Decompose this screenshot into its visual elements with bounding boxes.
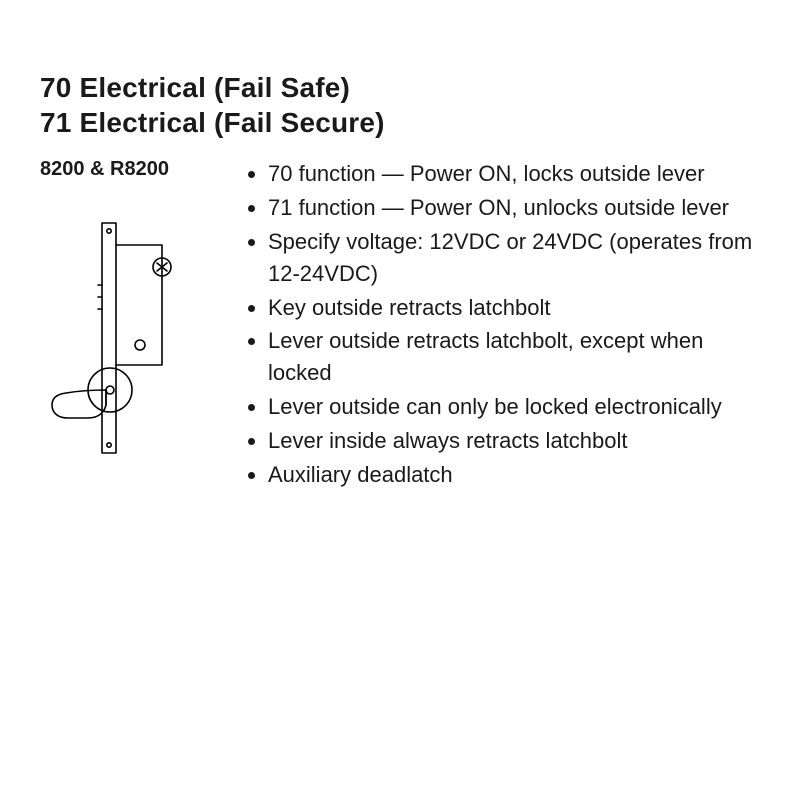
spec-item: Auxiliary deadlatch xyxy=(268,459,760,491)
content-row: 8200 & R8200 xyxy=(40,158,760,493)
right-column: 70 function — Power ON, locks outside le… xyxy=(246,158,760,493)
left-column: 8200 & R8200 xyxy=(40,158,210,475)
page: 70 Electrical (Fail Safe) 71 Electrical … xyxy=(0,0,800,533)
spec-item: 71 function — Power ON, unlocks outside … xyxy=(268,192,760,224)
title-block: 70 Electrical (Fail Safe) 71 Electrical … xyxy=(40,70,760,140)
spec-list: 70 function — Power ON, locks outside le… xyxy=(246,158,760,491)
model-code: 8200 & R8200 xyxy=(40,158,210,181)
spec-item: Specify voltage: 12VDC or 24VDC (operate… xyxy=(268,226,760,290)
spec-item: Lever inside always retracts latchbolt xyxy=(268,425,760,457)
spec-item: Key outside retracts latchbolt xyxy=(268,292,760,324)
spec-item: Lever outside can only be locked electro… xyxy=(268,391,760,423)
spec-item: Lever outside retracts latchbolt, except… xyxy=(268,325,760,389)
lock-diagram-icon xyxy=(44,215,184,475)
spec-item: 70 function — Power ON, locks outside le… xyxy=(268,158,760,190)
title-line-2: 71 Electrical (Fail Secure) xyxy=(40,105,760,140)
title-line-1: 70 Electrical (Fail Safe) xyxy=(40,70,760,105)
